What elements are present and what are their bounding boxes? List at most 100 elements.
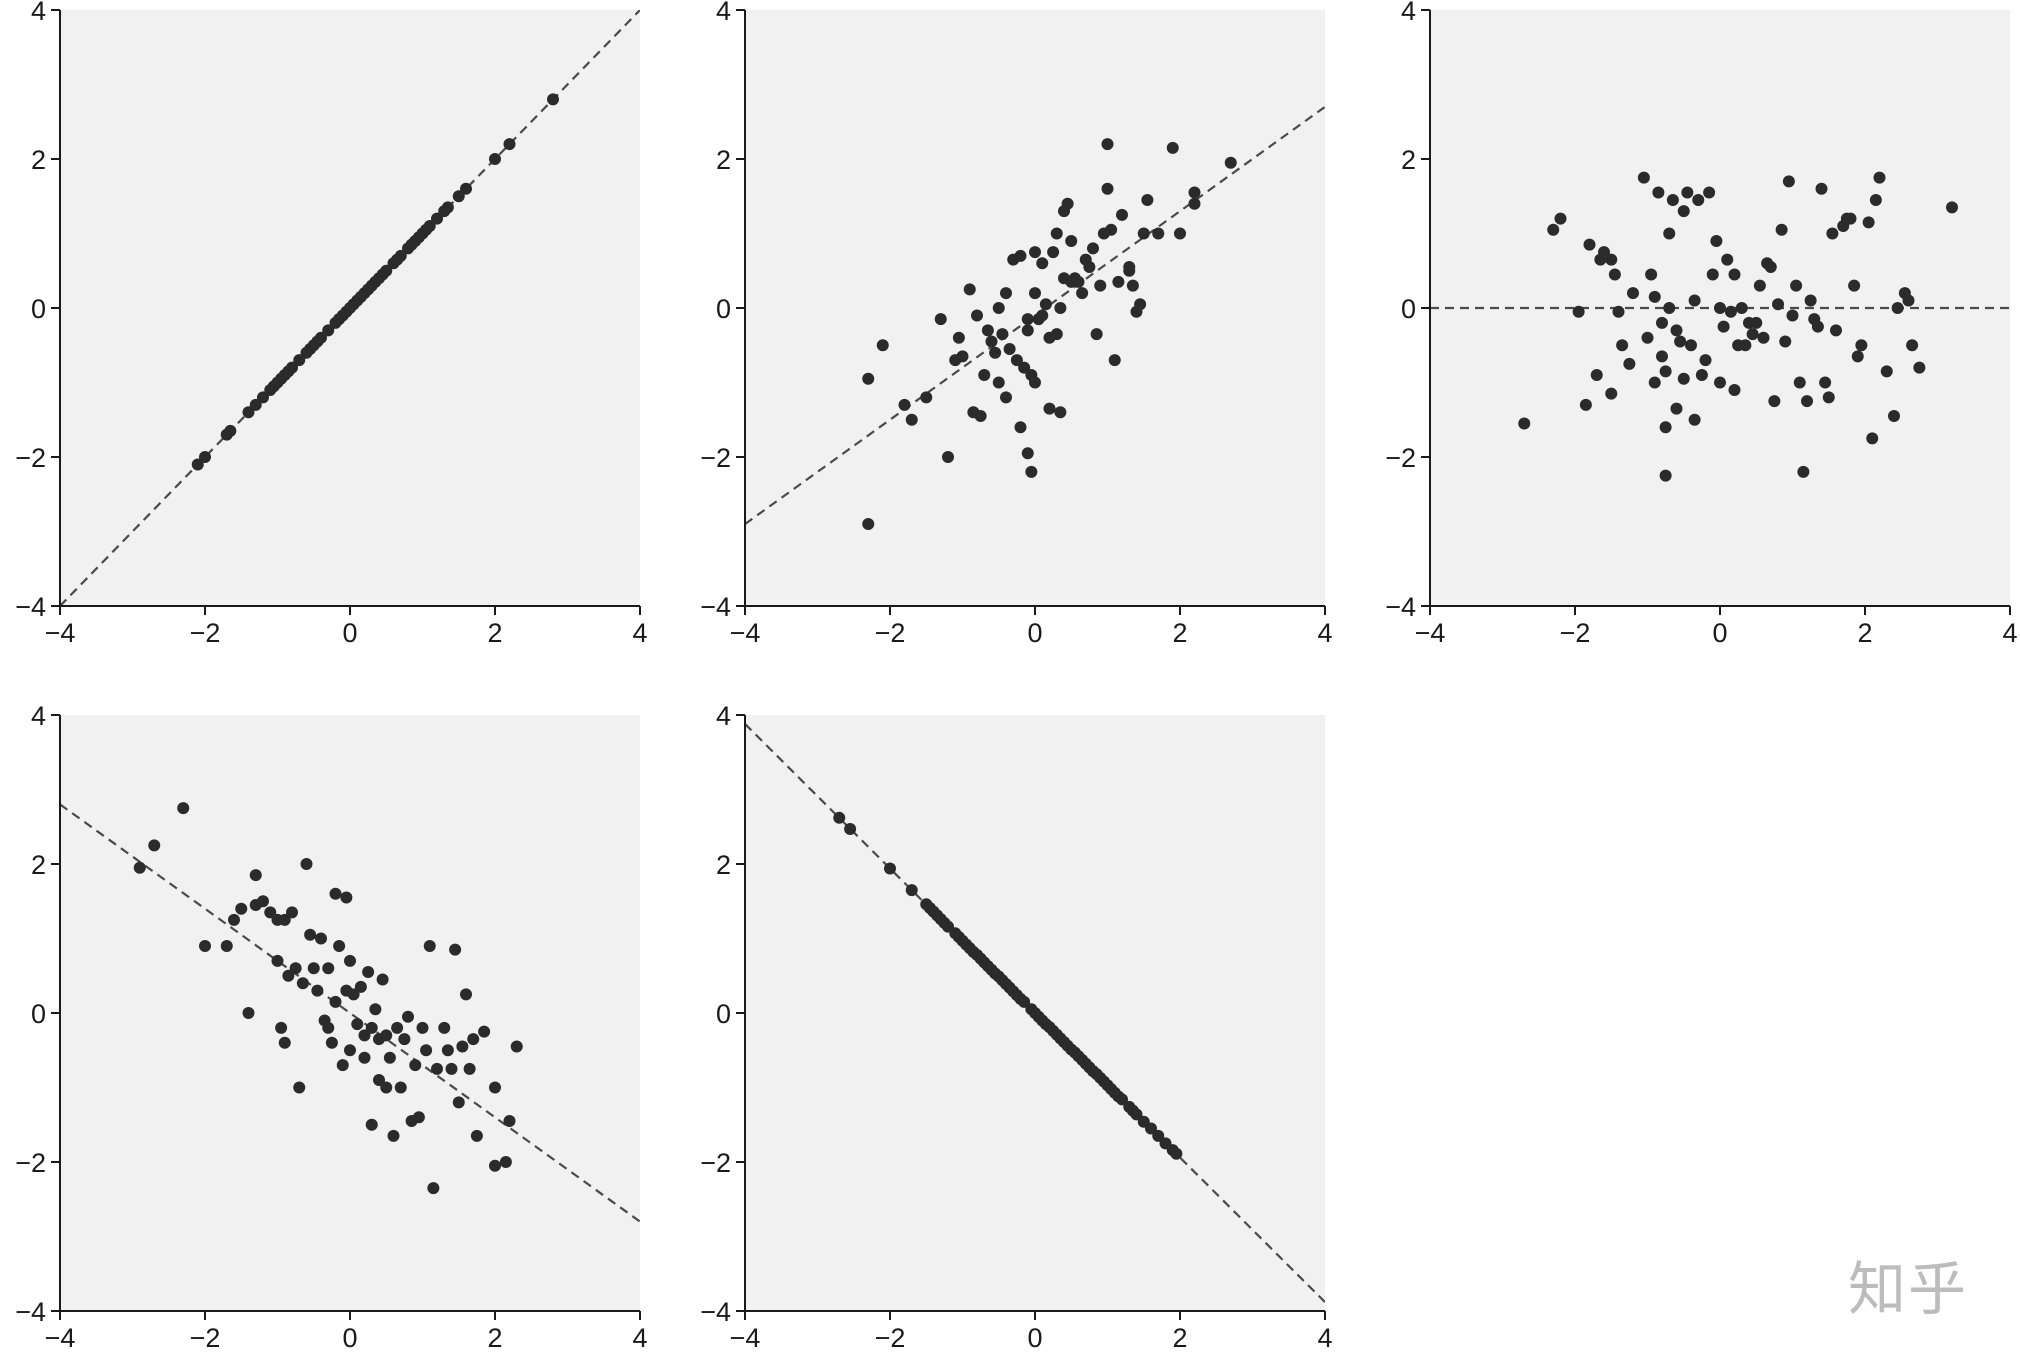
data-point [445, 1062, 458, 1075]
data-point [278, 913, 291, 926]
data-point [199, 939, 211, 952]
data-point [456, 1040, 469, 1053]
data-point [362, 966, 375, 979]
data-point [898, 398, 911, 411]
data-point [1764, 261, 1777, 274]
data-point [1076, 287, 1089, 300]
y-tick-label: 4 [1401, 0, 1416, 26]
data-point [1906, 339, 1919, 352]
data-point [1134, 298, 1147, 311]
data-point [1605, 387, 1618, 400]
data-point [1108, 354, 1121, 367]
data-point [1714, 302, 1726, 314]
data-point [365, 1118, 378, 1131]
data-point [1779, 335, 1792, 348]
data-point [1663, 302, 1676, 314]
data-point [1659, 421, 1672, 434]
data-point [1688, 413, 1701, 426]
x-tick-label: 4 [1317, 618, 1332, 648]
data-point [228, 913, 240, 926]
data-point [1757, 331, 1770, 344]
data-point [1869, 193, 1882, 206]
data-point [489, 153, 501, 165]
data-point [1141, 193, 1154, 206]
data-point [325, 1036, 338, 1049]
data-point [351, 1018, 364, 1031]
data-point [249, 869, 262, 882]
data-point [1637, 171, 1650, 184]
data-point [884, 862, 896, 875]
data-point [1782, 175, 1795, 188]
data-point [1627, 287, 1639, 300]
data-point [1021, 324, 1034, 337]
data-point [220, 939, 233, 952]
data-point [1848, 279, 1861, 292]
data-point [1616, 339, 1629, 352]
data-point [398, 1033, 411, 1046]
data-point [264, 906, 277, 919]
x-tick-label: −2 [875, 618, 906, 648]
data-point [1677, 372, 1690, 385]
data-point [1710, 234, 1723, 247]
data-point [1170, 1147, 1183, 1160]
data-point [412, 1111, 425, 1124]
data-point [387, 1129, 400, 1142]
data-point [1946, 201, 1958, 214]
points-group [1518, 171, 1958, 482]
data-point [1804, 294, 1817, 307]
data-point [1888, 410, 1900, 423]
data-point [322, 962, 335, 975]
data-point [862, 372, 875, 385]
data-point [1036, 309, 1049, 322]
data-point [1706, 268, 1719, 281]
data-point [1830, 324, 1842, 337]
y-tick-label: 4 [716, 701, 731, 731]
data-point [333, 939, 346, 952]
y-tick-label: −4 [1385, 592, 1416, 622]
y-tick-label: 0 [716, 294, 731, 324]
data-point [1717, 320, 1730, 333]
y-tick-label: 2 [716, 145, 731, 175]
data-point [1822, 391, 1835, 404]
data-point [1739, 339, 1752, 352]
y-tick-label: −4 [700, 592, 731, 622]
data-point [431, 1062, 443, 1075]
data-point [271, 954, 284, 967]
data-point [191, 458, 204, 471]
data-point [289, 962, 302, 975]
data-point [1145, 1122, 1157, 1135]
data-point [1116, 208, 1128, 221]
data-point [467, 1033, 480, 1046]
data-point [1029, 287, 1041, 300]
data-point [1681, 186, 1694, 199]
data-point [1000, 287, 1012, 300]
x-tick-label: −4 [45, 1323, 76, 1353]
data-point [971, 309, 983, 322]
x-tick-label: 2 [1857, 618, 1872, 648]
data-point [1735, 302, 1748, 314]
data-point [1674, 335, 1687, 348]
x-tick-label: −4 [45, 618, 76, 648]
data-point [1656, 316, 1668, 329]
data-point [300, 858, 313, 870]
data-point [470, 1129, 483, 1142]
data-point [249, 398, 262, 411]
data-point [1518, 417, 1531, 430]
data-point [380, 1081, 393, 1094]
data-point [286, 361, 298, 374]
data-point [1790, 279, 1803, 292]
data-point [275, 1021, 288, 1034]
data-point [1547, 223, 1560, 236]
data-point [963, 283, 976, 296]
data-point [427, 1182, 440, 1195]
points-group [862, 138, 1237, 531]
data-point [974, 410, 987, 423]
data-point [394, 249, 407, 262]
data-point [1047, 246, 1060, 259]
data-point [489, 1159, 501, 1172]
x-tick-label: 2 [487, 1323, 502, 1353]
scatter-panel-2: −4 −2 0 2 4 −4 −2 0 2 4 [700, 0, 1332, 648]
x-tick-label: 0 [342, 618, 357, 648]
data-point [282, 969, 295, 982]
x-tick-label: −2 [190, 1323, 221, 1353]
